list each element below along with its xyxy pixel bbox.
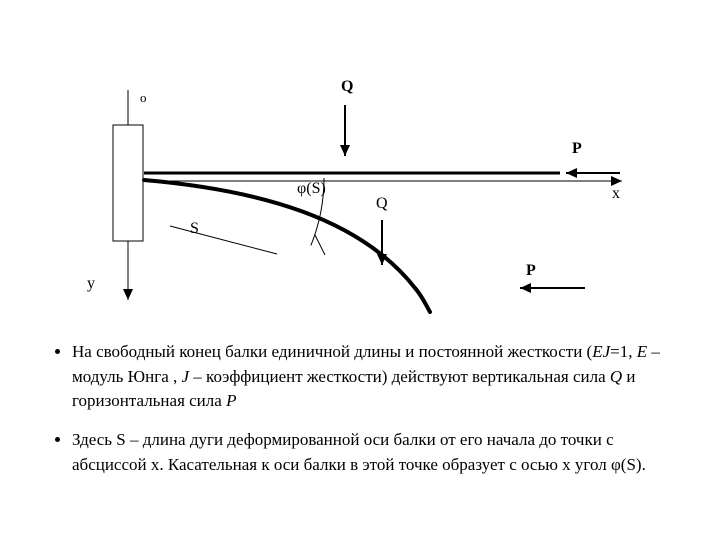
label-o: o <box>140 90 147 106</box>
label-phi: φ(S) <box>297 180 326 198</box>
label-P_low: P <box>526 262 536 280</box>
beam-diagram: Q P Q Pφ(S) x y o S <box>60 30 660 320</box>
label-Q_top: Q <box>341 78 353 96</box>
label-x: x <box>612 185 620 203</box>
bullet-2: Здесь S – длина дуги деформированной оси… <box>72 428 670 477</box>
description-text: На свободный конец балки единичной длины… <box>50 340 670 491</box>
label-y: y <box>87 275 95 293</box>
label-Q_low: Q <box>376 195 388 213</box>
bullet-1: На свободный конец балки единичной длины… <box>72 340 670 414</box>
label-S: S <box>190 220 199 238</box>
label-P_top: P <box>572 140 582 158</box>
